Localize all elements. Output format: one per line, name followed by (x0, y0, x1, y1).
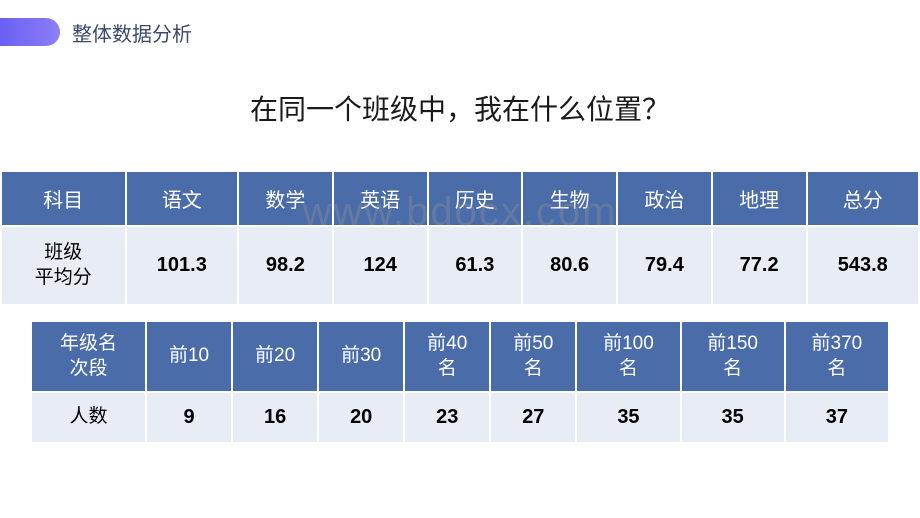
cell-value: 98.2 (238, 226, 333, 305)
col-header: 语文 (126, 171, 238, 226)
cell-value: 61.3 (428, 226, 523, 305)
col-header: 前20 (232, 321, 318, 392)
table-header-row: 年级名次段 前10 前20 前30 前40名 前50名 前100名 前150名 … (31, 321, 889, 392)
col-header: 前370名 (785, 321, 889, 392)
col-header: 科目 (1, 171, 126, 226)
cell-value: 9 (146, 392, 232, 443)
cell-value: 27 (490, 392, 576, 443)
col-header: 前100名 (576, 321, 680, 392)
cell-value: 77.2 (712, 226, 807, 305)
col-header: 年级名次段 (31, 321, 146, 392)
cell-value: 16 (232, 392, 318, 443)
cell-value: 101.3 (126, 226, 238, 305)
col-header: 前30 (318, 321, 404, 392)
header-title: 整体数据分析 (72, 18, 192, 47)
cell-value: 37 (785, 392, 889, 443)
rank-distribution-table: 年级名次段 前10 前20 前30 前40名 前50名 前100名 前150名 … (30, 320, 890, 444)
row-label: 人数 (31, 392, 146, 443)
table-row: 人数 9 16 20 23 27 35 35 37 (31, 392, 889, 443)
col-header: 地理 (712, 171, 807, 226)
col-header: 前150名 (681, 321, 785, 392)
cell-value: 124 (333, 226, 428, 305)
row-label: 班级平均分 (1, 226, 126, 305)
col-header: 生物 (522, 171, 617, 226)
cell-value: 79.4 (617, 226, 712, 305)
col-header: 总分 (807, 171, 919, 226)
col-header: 政治 (617, 171, 712, 226)
col-header: 数学 (238, 171, 333, 226)
table-header-row: 科目 语文 数学 英语 历史 生物 政治 地理 总分 (1, 171, 919, 226)
header-badge (0, 18, 60, 46)
subject-scores-table: 科目 语文 数学 英语 历史 生物 政治 地理 总分 班级平均分 101.3 9… (0, 170, 920, 306)
col-header: 前10 (146, 321, 232, 392)
cell-value: 23 (404, 392, 490, 443)
main-question: 在同一个班级中，我在什么位置？ (0, 88, 920, 128)
cell-value: 20 (318, 392, 404, 443)
col-header: 前50名 (490, 321, 576, 392)
col-header: 前40名 (404, 321, 490, 392)
cell-value: 35 (576, 392, 680, 443)
cell-value: 80.6 (522, 226, 617, 305)
cell-value: 543.8 (807, 226, 919, 305)
table-row: 班级平均分 101.3 98.2 124 61.3 80.6 79.4 77.2… (1, 226, 919, 305)
col-header: 历史 (428, 171, 523, 226)
cell-value: 35 (681, 392, 785, 443)
col-header: 英语 (333, 171, 428, 226)
